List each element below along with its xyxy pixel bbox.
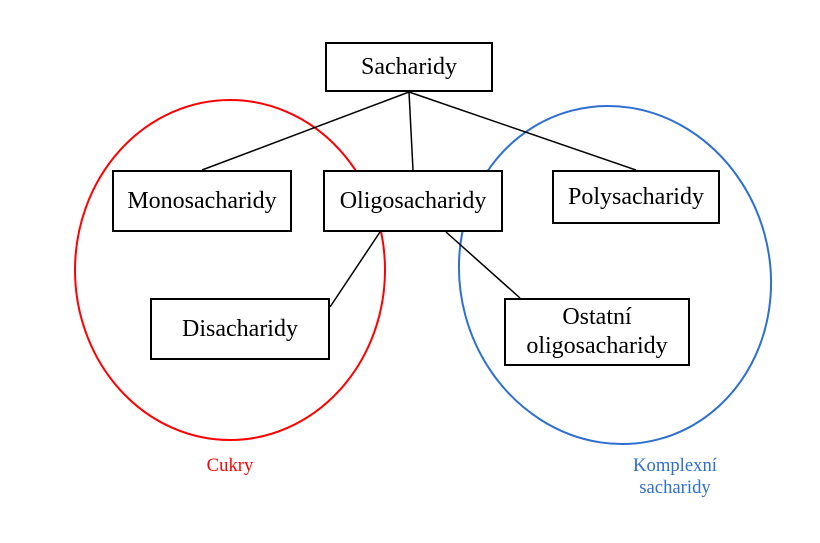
node-ostatni-oligosacharidy: Ostatní oligosacharidy — [504, 298, 690, 366]
edge-oligosacharidy-ostatni — [446, 232, 520, 298]
annotation-text: Komplexní sacharidy — [633, 455, 717, 498]
annotation-text: Cukry — [207, 455, 254, 476]
node-disacharidy: Disacharidy — [150, 298, 330, 360]
node-label: Ostatní oligosacharidy — [506, 303, 688, 361]
edge-sacharidy-monosacharidy — [202, 92, 409, 170]
group-ellipse-komplexni — [421, 71, 808, 480]
node-label: Disacharidy — [182, 315, 298, 344]
edge-sacharidy-polysacharidy — [409, 92, 636, 170]
group-label-cukry: Cukry — [170, 455, 290, 477]
node-label: Monosacharidy — [127, 187, 276, 216]
edge-oligosacharidy-disacharidy — [330, 232, 380, 307]
node-sacharidy: Sacharidy — [325, 42, 493, 92]
node-polysacharidy: Polysacharidy — [552, 170, 720, 224]
node-monosacharidy: Monosacharidy — [112, 170, 292, 232]
group-ellipse-cukry — [75, 100, 385, 440]
group-label-komplexni-sacharidy: Komplexní sacharidy — [615, 455, 735, 500]
node-label: Sacharidy — [361, 53, 457, 82]
node-label: Oligosacharidy — [340, 187, 487, 216]
node-oligosacharidy: Oligosacharidy — [323, 170, 503, 232]
edge-sacharidy-oligosacharidy — [409, 92, 413, 170]
node-label: Polysacharidy — [568, 183, 704, 212]
